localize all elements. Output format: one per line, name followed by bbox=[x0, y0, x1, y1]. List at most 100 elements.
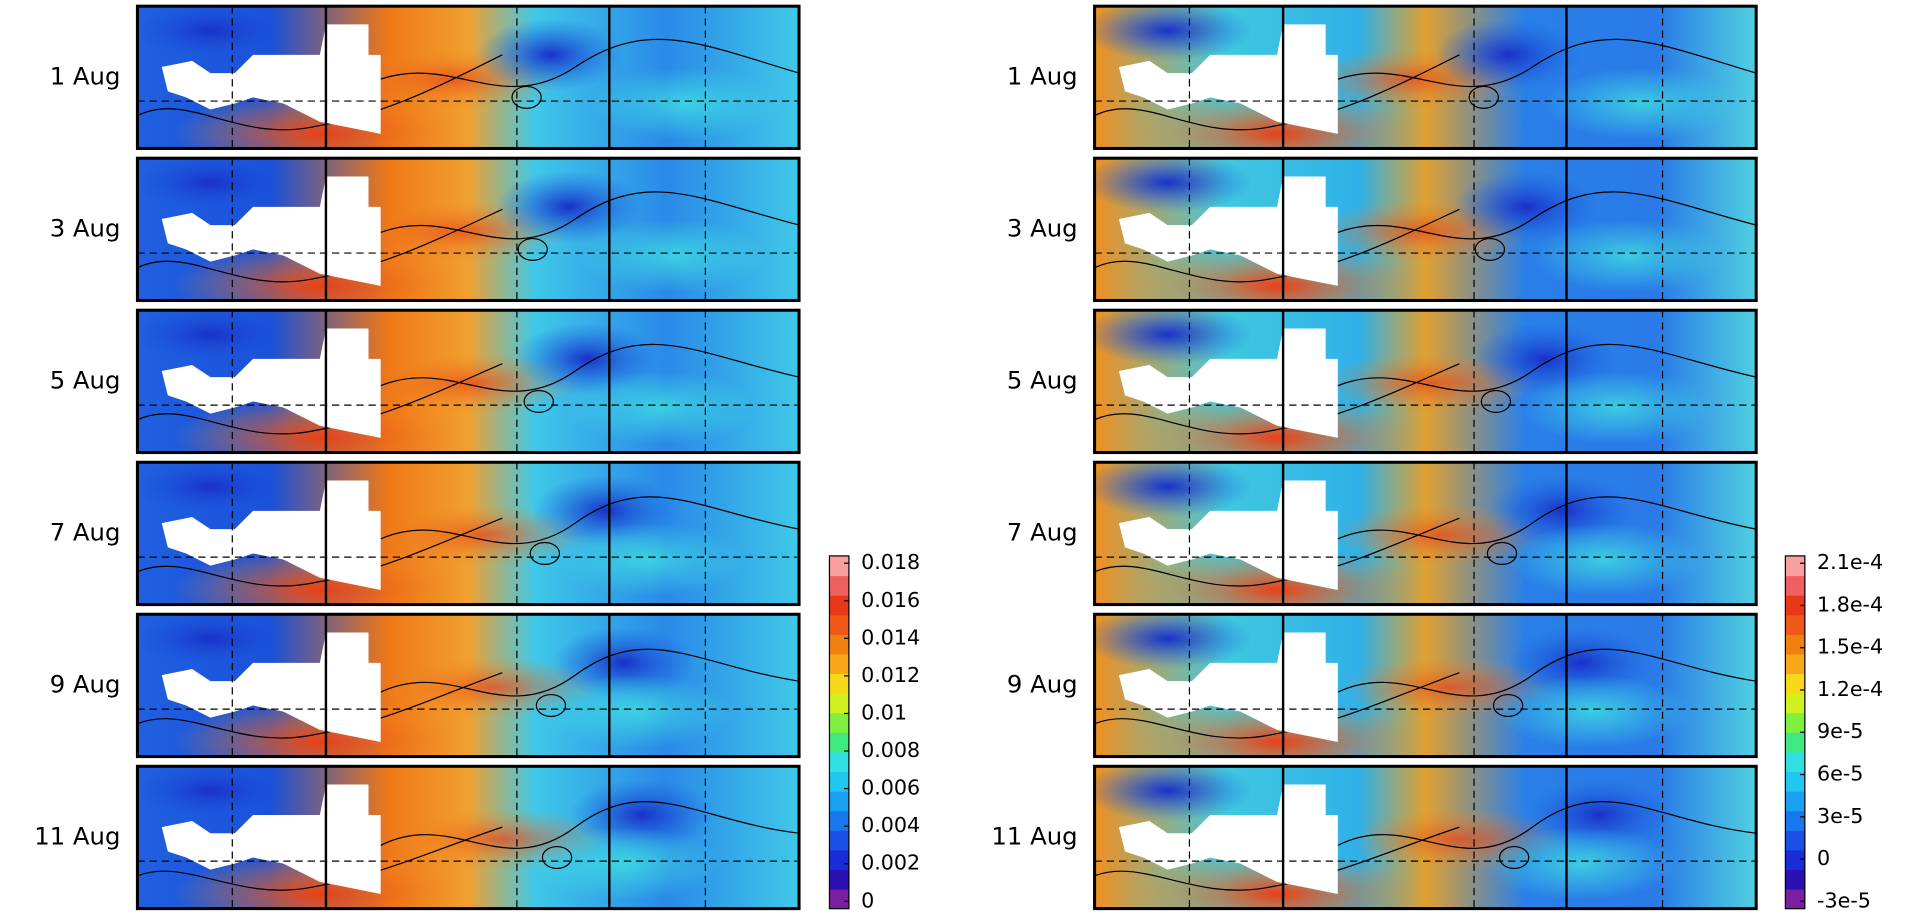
colorbar-swatch bbox=[829, 850, 848, 870]
colorbar-tick-label: 0 bbox=[1817, 846, 1830, 870]
colorbar-swatch bbox=[829, 869, 848, 889]
colorbar-swatch bbox=[829, 752, 848, 772]
cyan-patch bbox=[1496, 675, 1691, 748]
map-panel bbox=[125, 304, 799, 480]
map-panel bbox=[1082, 0, 1756, 176]
cool-patch bbox=[1082, 456, 1252, 517]
colorbar-swatch bbox=[1785, 850, 1804, 870]
cyan-patch bbox=[587, 67, 782, 140]
colorbar-swatch bbox=[829, 732, 848, 752]
colorbar-swatch bbox=[1785, 732, 1804, 752]
row-label: 5 Aug bbox=[1007, 365, 1078, 394]
cool-patch bbox=[125, 456, 295, 517]
colorbar-swatch bbox=[1785, 889, 1804, 909]
cyan-patch bbox=[539, 675, 734, 748]
colorbar-tick-label: 0 bbox=[861, 888, 874, 912]
row-label: 7 Aug bbox=[1007, 517, 1078, 546]
colorbar-swatch bbox=[1785, 654, 1804, 674]
colorbar-swatch bbox=[829, 693, 848, 713]
row-label: 11 Aug bbox=[991, 821, 1077, 850]
figure: 1 Aug 3 Aug 5 Aug 7 Aug 9 Aug 11 Aug 0 0.002 0.0… bbox=[0, 0, 1907, 916]
colorbar-tick-label: 1.2e-4 bbox=[1817, 677, 1883, 701]
colorbar-swatch bbox=[829, 615, 848, 635]
map-panel bbox=[125, 760, 799, 916]
colorbar-tick-label: 0.002 bbox=[861, 851, 920, 875]
map-field bbox=[125, 760, 799, 916]
colorbar-tick-label: 1.8e-4 bbox=[1817, 592, 1883, 616]
cyan-patch bbox=[1484, 827, 1679, 900]
colorbar-tick-label: 1.5e-4 bbox=[1817, 635, 1883, 659]
colorbar-tick-label: 0.008 bbox=[861, 738, 920, 762]
row-label: 7 Aug bbox=[50, 517, 121, 546]
colorbar-swatch bbox=[829, 791, 848, 811]
cool-patch bbox=[1082, 0, 1252, 61]
cyan-patch bbox=[527, 827, 722, 900]
colorbar-tick-label: 0.012 bbox=[861, 663, 920, 687]
colorbar-swatch bbox=[1785, 615, 1804, 635]
map-panel bbox=[1082, 760, 1756, 916]
colorbar-swatch bbox=[829, 634, 848, 654]
map-panel bbox=[125, 456, 799, 632]
map-panel bbox=[1082, 456, 1756, 632]
cool-patch bbox=[1435, 18, 1581, 91]
row-label: 1 Aug bbox=[1007, 61, 1078, 90]
colorbar: -3e-503e-56e-59e-51.2e-41.5e-41.8e-42.1e… bbox=[1785, 550, 1883, 912]
cyan-patch bbox=[575, 219, 770, 292]
colorbar-tick-label: 0.014 bbox=[861, 625, 920, 649]
cool-patch bbox=[125, 304, 295, 365]
colorbar-tick-label: 6e-5 bbox=[1817, 762, 1863, 786]
colorbar-swatch bbox=[829, 713, 848, 733]
map-panel bbox=[1082, 304, 1756, 480]
map-panel bbox=[1082, 608, 1756, 784]
colorbar-swatch bbox=[1785, 575, 1804, 595]
colorbar-tick-label: 0.016 bbox=[861, 588, 920, 612]
cool-patch bbox=[1082, 152, 1252, 213]
cool-patch bbox=[125, 608, 295, 669]
map-panel bbox=[125, 608, 799, 784]
cool-patch bbox=[125, 760, 295, 821]
colorbar-swatch bbox=[829, 830, 848, 850]
colorbar-tick-label: 0.01 bbox=[861, 700, 907, 724]
map-field bbox=[1082, 152, 1756, 328]
colorbar-swatch bbox=[1785, 811, 1804, 831]
cyan-patch bbox=[1532, 219, 1727, 292]
row-label: 1 Aug bbox=[50, 61, 121, 90]
cool-patch bbox=[478, 18, 624, 91]
cool-patch bbox=[125, 0, 295, 61]
colorbar-tick-label: 2.1e-4 bbox=[1817, 550, 1883, 574]
colorbar-swatch bbox=[829, 556, 848, 576]
colorbar-swatch bbox=[1785, 830, 1804, 850]
cool-patch bbox=[1082, 608, 1252, 669]
colorbar-swatch bbox=[1785, 791, 1804, 811]
colorbar-swatch bbox=[1785, 869, 1804, 889]
row-label: 3 Aug bbox=[1007, 213, 1078, 242]
cool-patch bbox=[1082, 760, 1252, 821]
colorbar-swatch bbox=[1785, 673, 1804, 693]
row-label: 9 Aug bbox=[1007, 669, 1078, 698]
colorbar-swatch bbox=[829, 811, 848, 831]
colorbar-tick-label: 9e-5 bbox=[1817, 719, 1863, 743]
cyan-patch bbox=[563, 371, 758, 444]
colorbar-swatch bbox=[1785, 693, 1804, 713]
map-field bbox=[1082, 760, 1756, 916]
row-label: 3 Aug bbox=[50, 213, 121, 242]
cyan-patch bbox=[1545, 67, 1740, 140]
colorbar-tick-label: 3e-5 bbox=[1817, 804, 1863, 828]
colorbar-swatch bbox=[1785, 634, 1804, 654]
colorbar-swatch bbox=[829, 654, 848, 674]
row-label: 9 Aug bbox=[50, 669, 121, 698]
cool-patch bbox=[125, 152, 295, 213]
row-label: 5 Aug bbox=[50, 365, 121, 394]
colorbar-tick-label: 0.006 bbox=[861, 776, 920, 800]
map-panel bbox=[1082, 152, 1756, 328]
colorbar-tick-label: 0.004 bbox=[861, 813, 920, 837]
cyan-patch bbox=[1508, 523, 1703, 596]
colorbar-swatch bbox=[829, 575, 848, 595]
cyan-patch bbox=[1520, 371, 1715, 444]
colorbar-swatch bbox=[829, 889, 848, 909]
colorbar: 0 0.002 0.004 0.006 0.008 0.01 0.012 0.014 0.016… bbox=[829, 550, 920, 912]
row-label: 11 Aug bbox=[34, 821, 120, 850]
cool-patch bbox=[1082, 304, 1252, 365]
colorbar-swatch bbox=[1785, 713, 1804, 733]
colorbar-swatch bbox=[1785, 752, 1804, 772]
